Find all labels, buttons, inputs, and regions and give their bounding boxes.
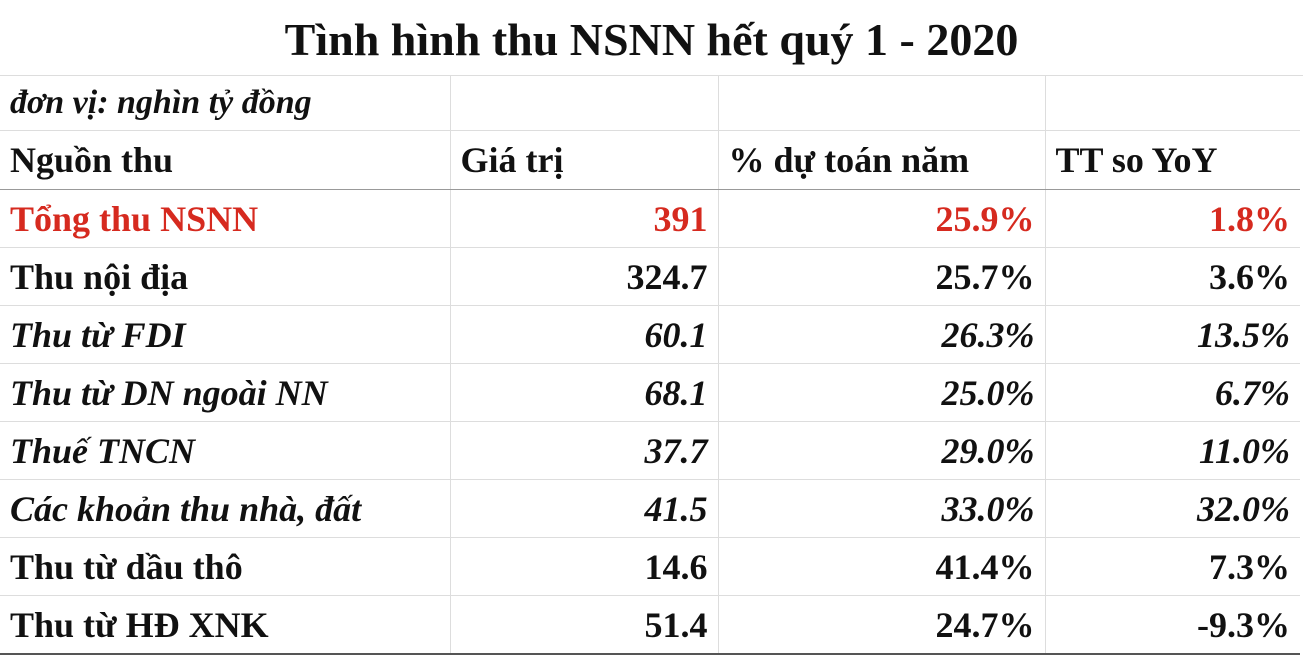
data-row: Thu nội địa 324.7 25.7% 3.6% bbox=[0, 247, 1300, 306]
row-label: Thu nội địa bbox=[0, 247, 451, 306]
data-row: Thu từ FDI 60.1 26.3% 13.5% bbox=[0, 305, 1300, 364]
value-cell: 51.4 bbox=[450, 595, 719, 655]
value-cell: 37.7 bbox=[450, 421, 719, 480]
row-label: Thuế TNCN bbox=[0, 421, 451, 480]
value-cell: 6.7% bbox=[1045, 363, 1300, 422]
value-cell: 26.3% bbox=[718, 305, 1046, 364]
value-cell: 324.7 bbox=[450, 247, 719, 306]
data-row: Các khoản thu nhà, đất 41.5 33.0% 32.0% bbox=[0, 479, 1300, 538]
value-cell: -9.3% bbox=[1045, 595, 1300, 655]
value-cell: 68.1 bbox=[450, 363, 719, 422]
value-cell: 13.5% bbox=[1045, 305, 1300, 364]
data-row: Thu từ DN ngoài NN 68.1 25.0% 6.7% bbox=[0, 363, 1300, 422]
value-cell: 391 bbox=[450, 189, 719, 248]
row-label: Thu từ dầu thô bbox=[0, 537, 451, 596]
value-cell: 41.4% bbox=[718, 537, 1046, 596]
value-cell: 24.7% bbox=[718, 595, 1046, 655]
data-row: Thu từ HĐ XNK 51.4 24.7% -9.3% bbox=[0, 595, 1300, 655]
unit-note: đơn vị: nghìn tỷ đồng bbox=[0, 76, 451, 131]
header-row: Nguồn thu Giá trị % dự toán năm TT so Yo… bbox=[0, 130, 1300, 190]
value-cell: 25.7% bbox=[718, 247, 1046, 306]
value-cell: 7.3% bbox=[1045, 537, 1300, 596]
header-cell: TT so YoY bbox=[1045, 130, 1300, 190]
row-label: Các khoản thu nhà, đất bbox=[0, 479, 451, 538]
data-row: Thuế TNCN 37.7 29.0% 11.0% bbox=[0, 421, 1300, 480]
data-row: Tổng thu NSNN 391 25.9% 1.8% bbox=[0, 189, 1300, 248]
value-cell: 29.0% bbox=[718, 421, 1046, 480]
value-cell: 32.0% bbox=[1045, 479, 1300, 538]
title: Tình hình thu NSNN hết quý 1 - 2020 bbox=[0, 0, 1303, 76]
value-cell: 14.6 bbox=[450, 537, 719, 596]
row-label: Thu từ DN ngoài NN bbox=[0, 363, 451, 422]
unit-row: đơn vị: nghìn tỷ đồng bbox=[0, 76, 1300, 131]
row-label: Thu từ HĐ XNK bbox=[0, 595, 451, 655]
value-cell: 60.1 bbox=[450, 305, 719, 364]
header-cell: Nguồn thu bbox=[0, 130, 451, 190]
value-cell: 1.8% bbox=[1045, 189, 1300, 248]
value-cell: 25.0% bbox=[718, 363, 1046, 422]
value-cell: 25.9% bbox=[718, 189, 1046, 248]
value-cell: 11.0% bbox=[1045, 421, 1300, 480]
value-cell: 3.6% bbox=[1045, 247, 1300, 306]
row-label: Tổng thu NSNN bbox=[0, 189, 451, 248]
header-cell: Giá trị bbox=[450, 130, 719, 190]
data-row: Thu từ dầu thô 14.6 41.4% 7.3% bbox=[0, 537, 1300, 596]
value-cell: 41.5 bbox=[450, 479, 719, 538]
value-cell: 33.0% bbox=[718, 479, 1046, 538]
row-label: Thu từ FDI bbox=[0, 305, 451, 364]
header-cell: % dự toán năm bbox=[718, 130, 1046, 190]
revenue-table: đơn vị: nghìn tỷ đồng Nguồn thu Giá trị … bbox=[0, 76, 1300, 655]
table-body: đơn vị: nghìn tỷ đồng Nguồn thu Giá trị … bbox=[0, 76, 1300, 655]
